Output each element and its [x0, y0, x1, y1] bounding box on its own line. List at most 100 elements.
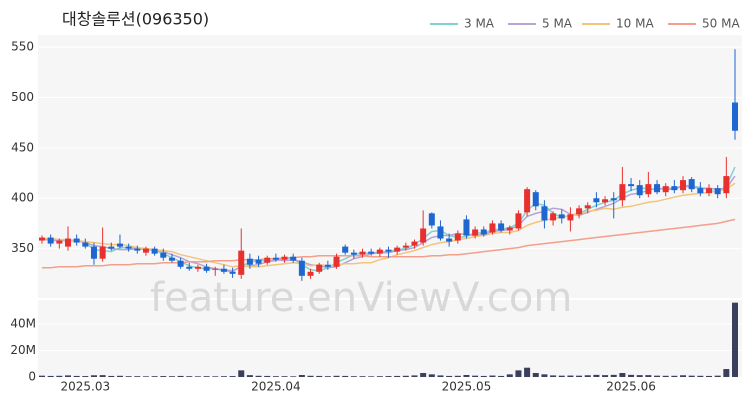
volume-bar [558, 375, 565, 377]
volume-bar [281, 376, 288, 377]
volume-bar [142, 376, 149, 377]
candle-body [333, 256, 340, 267]
candle-body [437, 226, 444, 239]
volume-bar [524, 367, 531, 377]
candle-body [550, 213, 557, 221]
volume-bar [90, 375, 97, 377]
volume-bar [73, 375, 80, 377]
volume-bar [324, 376, 331, 377]
candle-body [298, 260, 305, 276]
candle-body [350, 252, 357, 255]
candle-body [90, 246, 97, 259]
candle-body [402, 245, 409, 248]
y-tick-label: 500 [11, 90, 34, 104]
candle-body [680, 180, 687, 191]
volume-bar [316, 375, 323, 377]
volume-bar [593, 374, 600, 377]
x-tick-label: 2025.03 [61, 380, 111, 394]
volume-bar [272, 376, 279, 377]
candle-body [411, 241, 418, 246]
volume-bar [56, 375, 63, 377]
candle-body [56, 240, 63, 244]
x-tick-label: 2025.06 [606, 380, 656, 394]
legend: 3 MA 5 MA 10 MA 50 MA [430, 17, 740, 31]
volume-bar [125, 376, 132, 377]
volume-bar [602, 375, 609, 377]
volume-bar [47, 375, 54, 377]
price-panel [38, 35, 742, 298]
volume-bar [368, 376, 375, 377]
volume-bar [411, 375, 418, 377]
candle-body [645, 184, 652, 195]
volume-bar [489, 375, 496, 377]
volume-bar [160, 376, 167, 377]
volume-bar [541, 374, 548, 377]
candle-body [636, 185, 643, 196]
volume-bar [567, 375, 574, 377]
candle-body [125, 246, 132, 249]
candle-body [428, 213, 435, 226]
y-tick-label: 350 [11, 241, 34, 255]
candle-body [151, 248, 158, 254]
volume-bar [628, 374, 635, 377]
candle-body [671, 186, 678, 191]
candle-body [654, 184, 661, 193]
candle-body [82, 242, 89, 247]
candle-body [281, 256, 288, 260]
candle-body [290, 256, 297, 261]
candle-body [272, 257, 279, 260]
volume-bar [376, 376, 383, 377]
legend-label: 50 MA [702, 17, 740, 31]
volume-bar [246, 375, 253, 377]
candle-body [619, 184, 626, 201]
candle-body [246, 258, 253, 265]
candle-body [498, 223, 505, 231]
volume-bar [671, 375, 678, 377]
volume-bar [394, 375, 401, 377]
volume-bar [454, 375, 461, 377]
volume-bar [39, 375, 45, 377]
volume-bar [402, 375, 409, 377]
volume-bar [732, 302, 738, 377]
legend-label: 10 MA [616, 17, 654, 31]
candle-body [203, 266, 210, 271]
volume-bar [151, 376, 158, 377]
volume-bar [186, 376, 193, 377]
volume-bar [64, 375, 71, 377]
volume-bar [532, 373, 539, 377]
volume-bar [333, 375, 340, 377]
volume-bar [229, 376, 236, 377]
volume-bar [437, 375, 444, 377]
candle-body [732, 102, 738, 131]
candle-body [368, 251, 375, 254]
volume-bar [723, 369, 730, 377]
candle-body [532, 192, 539, 207]
volume-bar [463, 375, 470, 377]
y-tick-label: 400 [11, 191, 34, 205]
candle-body [324, 264, 331, 267]
candle-body [706, 188, 713, 194]
candle-body [446, 238, 453, 242]
candle-body [359, 251, 366, 255]
volume-bar [498, 375, 505, 377]
volume-bar [645, 375, 652, 377]
candle-body [394, 247, 401, 252]
volume-bar [342, 375, 349, 377]
volume-bar [515, 370, 522, 377]
volume-bar [255, 375, 262, 377]
candle-body [255, 259, 262, 264]
candle-body [142, 248, 149, 253]
candle-body [714, 188, 721, 195]
volume-bar [706, 375, 713, 377]
volume-bar [662, 375, 669, 377]
volume-bar [654, 375, 661, 377]
chart-title: 대창솔루션(096350) [62, 10, 209, 29]
candle-body [73, 238, 80, 243]
volume-bar [350, 376, 357, 377]
volume-bar [238, 370, 245, 377]
volume-bar [168, 376, 175, 377]
candle-body [610, 198, 617, 201]
volume-bar [298, 375, 305, 377]
volume-bar [82, 376, 89, 377]
volume-bar [116, 375, 123, 377]
